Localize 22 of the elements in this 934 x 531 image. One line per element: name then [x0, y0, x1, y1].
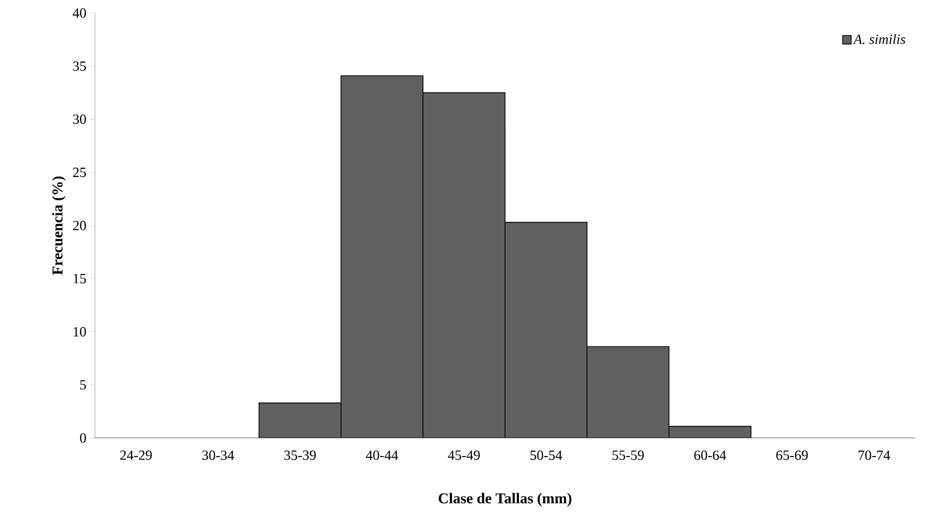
legend-label: A. similis [852, 34, 906, 44]
y-tick-label: 35 [73, 61, 86, 71]
y-tick-label: 5 [80, 380, 86, 390]
x-tick-label: 30-34 [202, 450, 234, 460]
x-tick-label: 65-69 [776, 450, 808, 460]
x-tick-label: 55-59 [612, 450, 644, 460]
x-tick-label: 50-54 [530, 450, 562, 460]
x-tick-label: 40-44 [366, 450, 398, 460]
y-tick-label: 20 [73, 220, 86, 230]
y-tick-label: 10 [74, 327, 86, 336]
y-tick-label: 0 [80, 433, 86, 443]
y-axis-title: Frecuencia (%) [52, 176, 66, 275]
x-tick-label: 35-39 [284, 450, 316, 460]
y-tick-label: 25 [73, 168, 86, 178]
x-axis-title: Clase de Tallas (mm) [438, 492, 572, 506]
y-tick-label: 40 [72, 8, 86, 18]
y-tick-label: 30 [73, 114, 86, 124]
x-tick-label: 60-64 [694, 450, 726, 460]
x-tick-label: 24-29 [120, 450, 152, 460]
x-tick-label: 70-74 [858, 450, 890, 460]
x-tick-label: 45-49 [448, 450, 480, 460]
y-tick-label: 15 [74, 274, 86, 284]
